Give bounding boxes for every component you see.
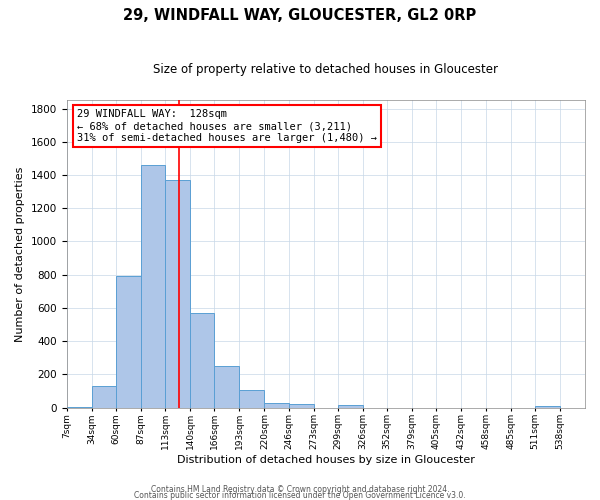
Text: 29 WINDFALL WAY:  128sqm
← 68% of detached houses are smaller (3,211)
31% of sem: 29 WINDFALL WAY: 128sqm ← 68% of detache…	[77, 110, 377, 142]
Text: 29, WINDFALL WAY, GLOUCESTER, GL2 0RP: 29, WINDFALL WAY, GLOUCESTER, GL2 0RP	[124, 8, 476, 22]
Y-axis label: Number of detached properties: Number of detached properties	[15, 166, 25, 342]
Bar	[116, 276, 141, 407]
Bar	[239, 390, 265, 407]
Bar	[141, 165, 165, 408]
Bar	[338, 404, 363, 407]
Bar	[214, 366, 239, 408]
Bar	[535, 406, 560, 407]
Bar	[289, 404, 314, 407]
Title: Size of property relative to detached houses in Gloucester: Size of property relative to detached ho…	[153, 62, 498, 76]
Bar	[190, 313, 214, 408]
X-axis label: Distribution of detached houses by size in Gloucester: Distribution of detached houses by size …	[177, 455, 475, 465]
Bar	[265, 402, 289, 407]
Bar	[165, 180, 190, 408]
Bar	[92, 386, 116, 407]
Text: Contains public sector information licensed under the Open Government Licence v3: Contains public sector information licen…	[134, 490, 466, 500]
Text: Contains HM Land Registry data © Crown copyright and database right 2024.: Contains HM Land Registry data © Crown c…	[151, 484, 449, 494]
Bar	[67, 406, 92, 408]
